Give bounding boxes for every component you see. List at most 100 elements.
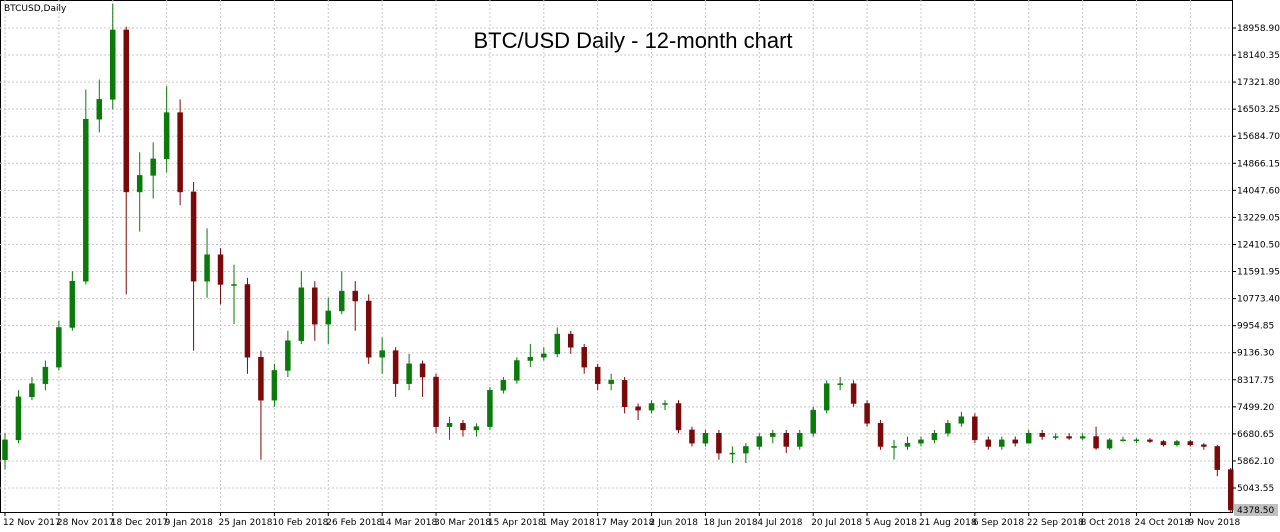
candle-body bbox=[285, 340, 291, 371]
candle-body bbox=[312, 287, 318, 325]
x-tick-label: 8 Oct 2018 bbox=[1081, 518, 1131, 528]
candle-body bbox=[850, 383, 857, 404]
x-tick-label: 10 Feb 2018 bbox=[272, 518, 328, 528]
candle-body bbox=[648, 403, 655, 411]
candle-body bbox=[258, 356, 264, 401]
y-tick-label: 18958.90 bbox=[1237, 24, 1280, 34]
candle-body bbox=[958, 416, 965, 424]
x-tick-label: 2 Jun 2018 bbox=[650, 518, 699, 528]
candle-body bbox=[702, 432, 709, 444]
y-tick-label: 11591.95 bbox=[1237, 268, 1280, 278]
x-tick-label: 18 Jun 2018 bbox=[703, 518, 757, 528]
candle-body bbox=[931, 432, 938, 441]
candle-body bbox=[541, 353, 547, 358]
y-tick-label: 9136.30 bbox=[1237, 349, 1274, 359]
candle-body bbox=[554, 333, 561, 355]
candle-body bbox=[621, 380, 628, 408]
candle-body bbox=[1174, 441, 1180, 446]
candle-body bbox=[325, 310, 332, 325]
candle-body bbox=[891, 446, 897, 448]
candle-body bbox=[298, 287, 305, 341]
y-tick-label: 7499.20 bbox=[1237, 403, 1274, 413]
x-tick-label: 9 Nov 2018 bbox=[1188, 518, 1240, 528]
candle-body bbox=[123, 29, 129, 193]
y-tick-label: 5862.10 bbox=[1237, 457, 1274, 467]
candle-body bbox=[352, 290, 358, 302]
candle-body bbox=[1012, 439, 1018, 444]
candle-body bbox=[1133, 439, 1140, 442]
x-tick-label: 15 Apr 2018 bbox=[488, 518, 544, 528]
candle-body bbox=[1025, 432, 1032, 444]
candle-body bbox=[136, 175, 143, 193]
candle-body bbox=[581, 347, 587, 368]
x-tick-label: 25 Jan 2018 bbox=[219, 518, 273, 528]
candle-body bbox=[83, 118, 89, 282]
x-tick-label: 17 May 2018 bbox=[596, 518, 655, 528]
candle-body bbox=[945, 423, 951, 434]
candle-body bbox=[662, 403, 668, 405]
candle-body bbox=[864, 403, 870, 424]
candle-body bbox=[460, 423, 466, 431]
x-tick-label: 20 Jul 2018 bbox=[811, 518, 862, 528]
candle-body bbox=[729, 452, 736, 455]
candle-body bbox=[473, 426, 480, 431]
candle-body bbox=[406, 363, 412, 384]
candle-body bbox=[594, 366, 601, 384]
x-tick-label: 1 May 2018 bbox=[542, 518, 595, 528]
candle-body bbox=[837, 383, 843, 385]
symbol-label: BTCUSD,Daily bbox=[4, 4, 67, 14]
y-tick-label: 9954.85 bbox=[1237, 322, 1274, 332]
candle-body bbox=[675, 403, 682, 431]
candle-body bbox=[635, 406, 641, 411]
candle-body bbox=[1066, 436, 1072, 439]
x-tick-label: 22 Sep 2018 bbox=[1027, 518, 1084, 528]
candle-body bbox=[527, 356, 534, 361]
candle-body bbox=[433, 376, 439, 427]
candle-body bbox=[96, 99, 103, 120]
y-tick-label: 14866.15 bbox=[1237, 159, 1280, 169]
candle-body bbox=[42, 366, 49, 384]
y-tick-label: 14047.60 bbox=[1237, 186, 1280, 196]
candle-body bbox=[904, 442, 911, 447]
candle-body bbox=[1039, 432, 1045, 437]
y-tick-label: 10773.40 bbox=[1237, 295, 1280, 305]
candle-body bbox=[770, 432, 776, 437]
x-tick-label: 5 Aug 2018 bbox=[865, 518, 917, 528]
y-tick-label: 6680.65 bbox=[1237, 430, 1274, 440]
candle-body bbox=[1187, 441, 1194, 446]
candle-body bbox=[1093, 436, 1099, 449]
candle-body bbox=[743, 446, 749, 454]
candle-body bbox=[204, 254, 210, 282]
candle-body bbox=[1052, 436, 1059, 438]
chart-title: BTC/USD Daily - 12-month chart bbox=[473, 28, 792, 53]
x-tick-label: 28 Nov 2017 bbox=[57, 518, 115, 528]
x-tick-label: 30 Mar 2018 bbox=[434, 518, 491, 528]
y-tick-label: 17321.80 bbox=[1237, 78, 1280, 88]
last-price-label: 4378.50 bbox=[1237, 506, 1274, 516]
candle-body bbox=[56, 327, 62, 368]
axes: 5043.55 5862.10 6680.65 7499.20 8317.75 9136.… bbox=[3, 24, 1280, 528]
y-tick-label: 5043.55 bbox=[1237, 484, 1274, 494]
candle-body bbox=[999, 439, 1005, 447]
x-tick-label: 21 Aug 2018 bbox=[919, 518, 977, 528]
candle-body bbox=[365, 300, 372, 358]
candle-body bbox=[231, 284, 237, 286]
x-tick-label: 24 Oct 2018 bbox=[1134, 518, 1190, 528]
candle-body bbox=[1106, 439, 1113, 449]
candle-body bbox=[392, 350, 399, 384]
x-tick-label: 14 Mar 2018 bbox=[380, 518, 437, 528]
candle-body bbox=[2, 439, 8, 460]
candle-body bbox=[69, 280, 76, 328]
plot-frame bbox=[0, 0, 1233, 513]
x-tick-label: 9 Jan 2018 bbox=[165, 518, 213, 528]
x-tick-label: 26 Feb 2018 bbox=[326, 518, 382, 528]
candle-body bbox=[244, 284, 251, 358]
candle-body bbox=[689, 429, 695, 444]
candle-body bbox=[500, 380, 507, 391]
y-tick-label: 16503.25 bbox=[1237, 105, 1280, 115]
candle-body bbox=[985, 439, 992, 447]
x-tick-label: 12 Nov 2017 bbox=[3, 518, 61, 528]
y-tick-label: 15684.70 bbox=[1237, 132, 1280, 142]
candle-body bbox=[217, 254, 224, 285]
candle-body bbox=[1079, 436, 1086, 439]
